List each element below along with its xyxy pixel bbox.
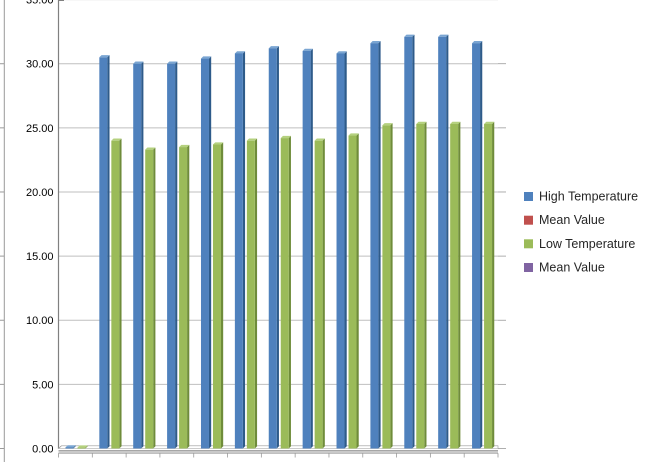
svg-text:Mean Value: Mean Value [539,213,605,227]
svg-text:High Temperature: High Temperature [539,190,638,204]
svg-text:0.00: 0.00 [32,444,53,456]
svg-text:15.00: 15.00 [26,251,54,263]
svg-text:10.00: 10.00 [26,315,54,327]
svg-text:30.00: 30.00 [26,59,54,71]
svg-text:20.00: 20.00 [26,187,54,199]
svg-text:5.00: 5.00 [32,379,53,391]
svg-text:25.00: 25.00 [26,123,54,135]
svg-text:Mean Value: Mean Value [539,261,605,275]
svg-text:Low Temperature: Low Temperature [539,237,635,251]
svg-text:35.00: 35.00 [26,0,54,7]
